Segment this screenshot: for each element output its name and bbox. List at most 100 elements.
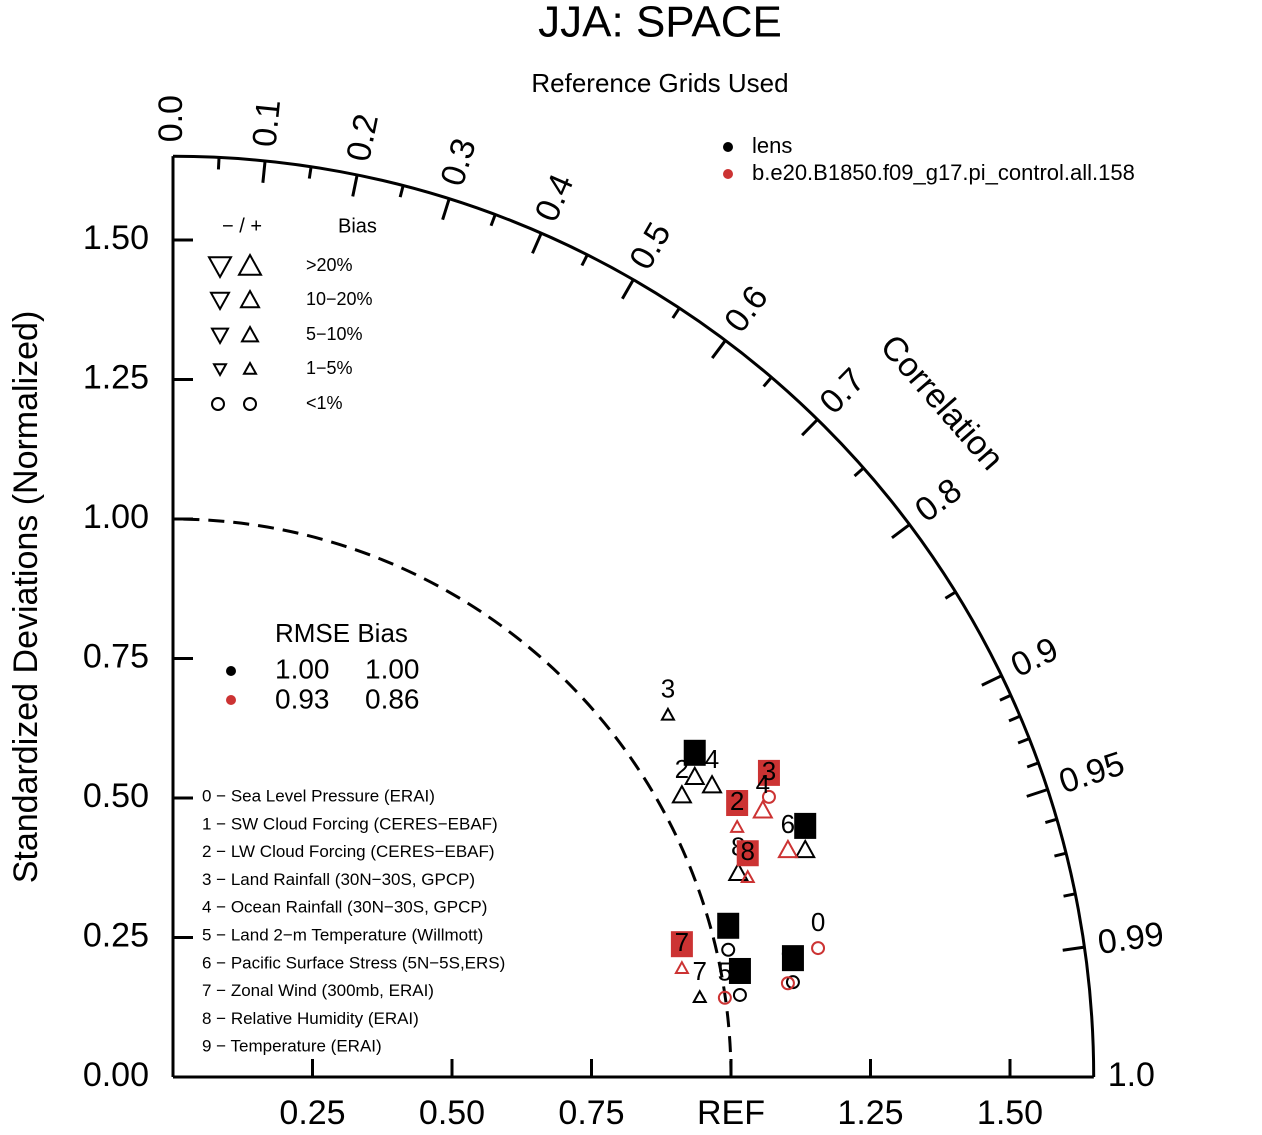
corr-tick — [351, 174, 359, 197]
point-label: 6 — [798, 809, 812, 839]
chart-title: JJA: SPACE — [538, 0, 782, 47]
corr-tick-label: 0.95 — [1054, 745, 1129, 802]
bias-legend-row: >20% — [306, 255, 353, 275]
corr-tick-label: 0.6 — [717, 279, 776, 340]
corr-minor-tick — [307, 166, 313, 179]
marker — [721, 942, 736, 957]
outer-arc — [172, 154, 1096, 1078]
bias-legend-header: − / + — [222, 215, 262, 237]
variable-label: 1 − SW Cloud Forcing (CERES−EBAF) — [202, 814, 498, 833]
corr-tick-label: 0.8 — [908, 471, 969, 530]
point-label: 5 — [733, 954, 747, 984]
corr-minor-tick — [1026, 761, 1039, 769]
variable-label: 5 − Land 2−m Temperature (Willmott) — [202, 925, 483, 944]
label-box — [683, 739, 706, 766]
x-tick-label: 0.25 — [279, 1094, 345, 1132]
corr-axis-label: Correlation — [873, 328, 1011, 478]
label-box — [794, 812, 817, 839]
corr-minor-tick — [1063, 892, 1076, 898]
label-box — [757, 759, 780, 786]
point-label: 1 — [687, 736, 701, 766]
corr-tick — [621, 278, 635, 300]
point-label: 8 — [741, 836, 755, 866]
corr-tick — [1026, 788, 1049, 798]
marker — [212, 363, 228, 378]
corr-tick-label: 0.2 — [339, 111, 386, 165]
marker — [727, 861, 749, 881]
rmse-legend-value: 0.86 — [365, 683, 420, 714]
point-label: 2 — [675, 754, 689, 784]
legend-dot — [723, 142, 733, 152]
label-box — [728, 957, 751, 984]
corr-minor-tick — [944, 590, 957, 600]
marker — [752, 799, 774, 819]
chart-subtitle: Reference Grids Used — [531, 68, 788, 98]
rmse-legend-title: RMSE Bias — [275, 618, 408, 648]
label-box — [781, 945, 804, 972]
variable-label: 3 − Land Rainfall (30N−30S, GPCP) — [202, 870, 475, 889]
corr-tick — [261, 160, 267, 183]
corr-tick-label: 0.0 — [152, 95, 190, 142]
corr-tick — [981, 674, 1003, 687]
y-tick-label: 1.25 — [83, 358, 149, 396]
rmse-legend-value: 1.00 — [275, 653, 330, 684]
marker — [211, 397, 225, 411]
rmse-legend-dot — [226, 695, 236, 705]
corr-minor-tick — [1044, 817, 1058, 825]
marker — [794, 838, 816, 859]
label-box — [670, 931, 693, 958]
corr-minor-tick — [999, 693, 1012, 702]
point-label: 0 — [811, 907, 825, 937]
corr-tick-label: 0.1 — [246, 98, 289, 149]
ref-arc — [172, 517, 733, 1078]
corr-tick — [711, 339, 727, 359]
corr-tick-label: 0.5 — [622, 216, 679, 276]
point-label: 3 — [661, 674, 675, 704]
marker — [692, 989, 708, 1004]
marker — [243, 397, 257, 411]
variable-label: 6 − Pacific Surface Stress (5N−5S,ERS) — [202, 953, 505, 972]
bias-legend-row: 10−20% — [306, 289, 373, 309]
rmse-legend-value: 1.00 — [365, 653, 420, 684]
y-tick-label: 1.00 — [83, 498, 149, 536]
x-tick-label: 0.50 — [419, 1094, 485, 1132]
point-label: 4 — [756, 769, 770, 799]
corr-tick — [1062, 945, 1085, 952]
marker — [701, 774, 723, 794]
point-label: 6 — [781, 809, 795, 839]
marker — [237, 252, 263, 276]
marker — [785, 975, 800, 990]
y-tick-label: 0.00 — [83, 1056, 149, 1094]
corr-minor-tick — [1017, 737, 1030, 745]
point-label: 0 — [721, 909, 735, 939]
legend-label: b.e20.B1850.f09_g17.pi_control.all.158 — [752, 160, 1135, 185]
marker — [240, 324, 260, 343]
variable-label: 2 − LW Cloud Forcing (CERES−EBAF) — [202, 842, 495, 861]
variable-label: 9 − Temperature (ERAI) — [202, 1037, 382, 1056]
marker — [684, 765, 706, 785]
bias-legend-row: <1% — [306, 393, 343, 413]
corr-tick — [891, 523, 911, 539]
point-label: 2 — [730, 786, 744, 816]
marker — [207, 256, 233, 280]
corr-tick — [441, 198, 451, 221]
point-label: 7 — [693, 956, 707, 986]
y-tick-label: 0.25 — [83, 916, 149, 954]
corr-tick-label: 0.4 — [528, 169, 582, 228]
marker — [671, 784, 693, 804]
marker — [717, 990, 732, 1005]
marker — [761, 789, 776, 804]
point-label: 5 — [718, 957, 732, 987]
corr-minor-tick — [580, 254, 589, 267]
marker — [811, 941, 826, 956]
y-axis-label: Standardized Deviations (Normalized) — [7, 311, 45, 884]
corr-tick-label: 0.7 — [812, 361, 872, 421]
corr-tick-label: 0.9 — [1005, 630, 1064, 685]
corr-minor-tick — [1054, 851, 1067, 858]
marker — [239, 288, 261, 309]
marker — [242, 360, 258, 375]
corr-tick — [801, 418, 819, 437]
marker — [740, 869, 756, 884]
y-tick-label: 1.50 — [83, 219, 149, 257]
x-tick-label: 1.50 — [977, 1094, 1043, 1132]
